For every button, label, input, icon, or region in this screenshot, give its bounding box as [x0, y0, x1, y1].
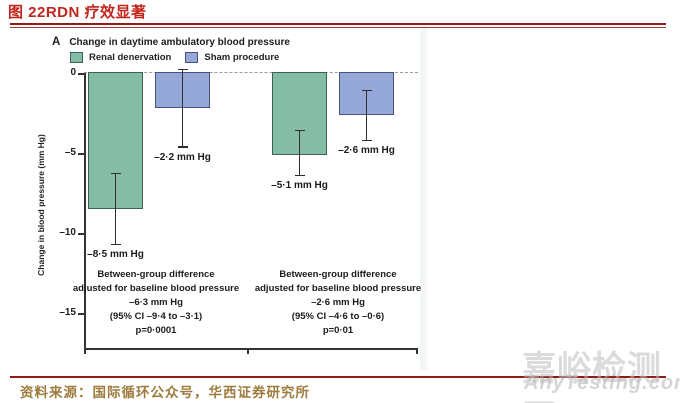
zero-gridline — [84, 72, 418, 73]
annotation-line: Between-group difference — [279, 269, 397, 280]
x-axis-tick — [247, 348, 249, 354]
x-axis-line — [84, 348, 418, 350]
annotation-line: (95% CI –9·4 to –3·1) — [109, 311, 203, 322]
annotation-line: –2·6 mm Hg — [311, 297, 365, 308]
bar-value-label: –2·6 mm Hg — [338, 145, 395, 157]
source-note: 资料来源：国际循环公众号，华西证券研究所 — [20, 385, 310, 400]
error-bar-cap-top — [110, 172, 121, 175]
y-axis-line — [84, 73, 86, 348]
bar-value-label: –2·2 mm Hg — [154, 151, 211, 163]
error-bar — [365, 90, 368, 141]
chart-title: Change in daytime ambulatory blood press… — [69, 37, 290, 48]
y-tick-label: 0 — [70, 67, 76, 78]
x-axis-tick — [84, 348, 86, 354]
between-group-note: Between-group difference adjusted for bas… — [249, 268, 427, 338]
chart-header: A Change in daytime ambulatory blood pres… — [52, 32, 290, 50]
annotation-line: p=0·01 — [322, 325, 354, 336]
annotation-line: (95% CI –4·6 to –0·6) — [291, 311, 385, 322]
y-axis-tick — [78, 73, 84, 75]
error-bar — [114, 173, 117, 245]
error-bar — [181, 69, 184, 147]
legend-swatch-icon — [185, 52, 199, 63]
annotation-line: adjusted for baseline blood pressure — [72, 283, 240, 294]
y-axis-tick — [78, 233, 84, 235]
legend-swatch-icon — [70, 52, 83, 63]
error-bar-cap-bottom — [361, 139, 372, 142]
between-group-note: Between-group difference adjusted for bas… — [67, 268, 245, 338]
page-title: 图 22RDN 疗效显著 — [8, 4, 147, 21]
annotation-line: adjusted for baseline blood pressure — [254, 283, 422, 294]
title-divider — [10, 23, 666, 28]
y-tick-label: –5 — [64, 147, 76, 158]
bar-value-label: –8·5 mm Hg — [87, 249, 144, 261]
error-bar — [298, 130, 301, 176]
y-tick-label: –15 — [59, 307, 76, 318]
y-axis-tick — [78, 313, 84, 315]
panel-letter: A — [52, 36, 61, 48]
y-tick-label: –10 — [59, 227, 76, 238]
error-bar-cap-top — [177, 68, 188, 71]
annotation-line: p=0·0001 — [135, 325, 177, 336]
annotation-line: Between-group difference — [97, 269, 215, 280]
error-bar-cap-bottom — [294, 174, 305, 177]
legend-label: Sham procedure — [204, 52, 280, 63]
legend-item: Renal denervation — [70, 52, 171, 63]
y-axis-tick — [78, 153, 84, 155]
plot-area: 0 –5 –10 –15 –8·5 mm Hg –2·2 mm Hg Between-gro… — [28, 28, 421, 370]
legend-label: Renal denervation — [89, 52, 172, 63]
error-bar-cap-bottom — [110, 243, 121, 246]
error-bar-cap-bottom — [177, 146, 188, 148]
watermark-chinese: 嘉峪检测网 — [522, 350, 662, 403]
annotation-line: –6·3 mm Hg — [129, 297, 183, 308]
error-bar-cap-top — [361, 89, 372, 92]
legend-item: Sham procedure — [185, 52, 279, 63]
error-bar-cap-top — [294, 129, 305, 132]
bottom-divider — [10, 376, 666, 378]
x-axis-tick — [416, 348, 418, 354]
blood-pressure-chart: A Change in daytime ambulatory blood pres… — [28, 28, 427, 370]
chart-legend: Renal denervation Sham procedure — [70, 52, 279, 63]
bar-value-label: –5·1 mm Hg — [271, 180, 328, 192]
